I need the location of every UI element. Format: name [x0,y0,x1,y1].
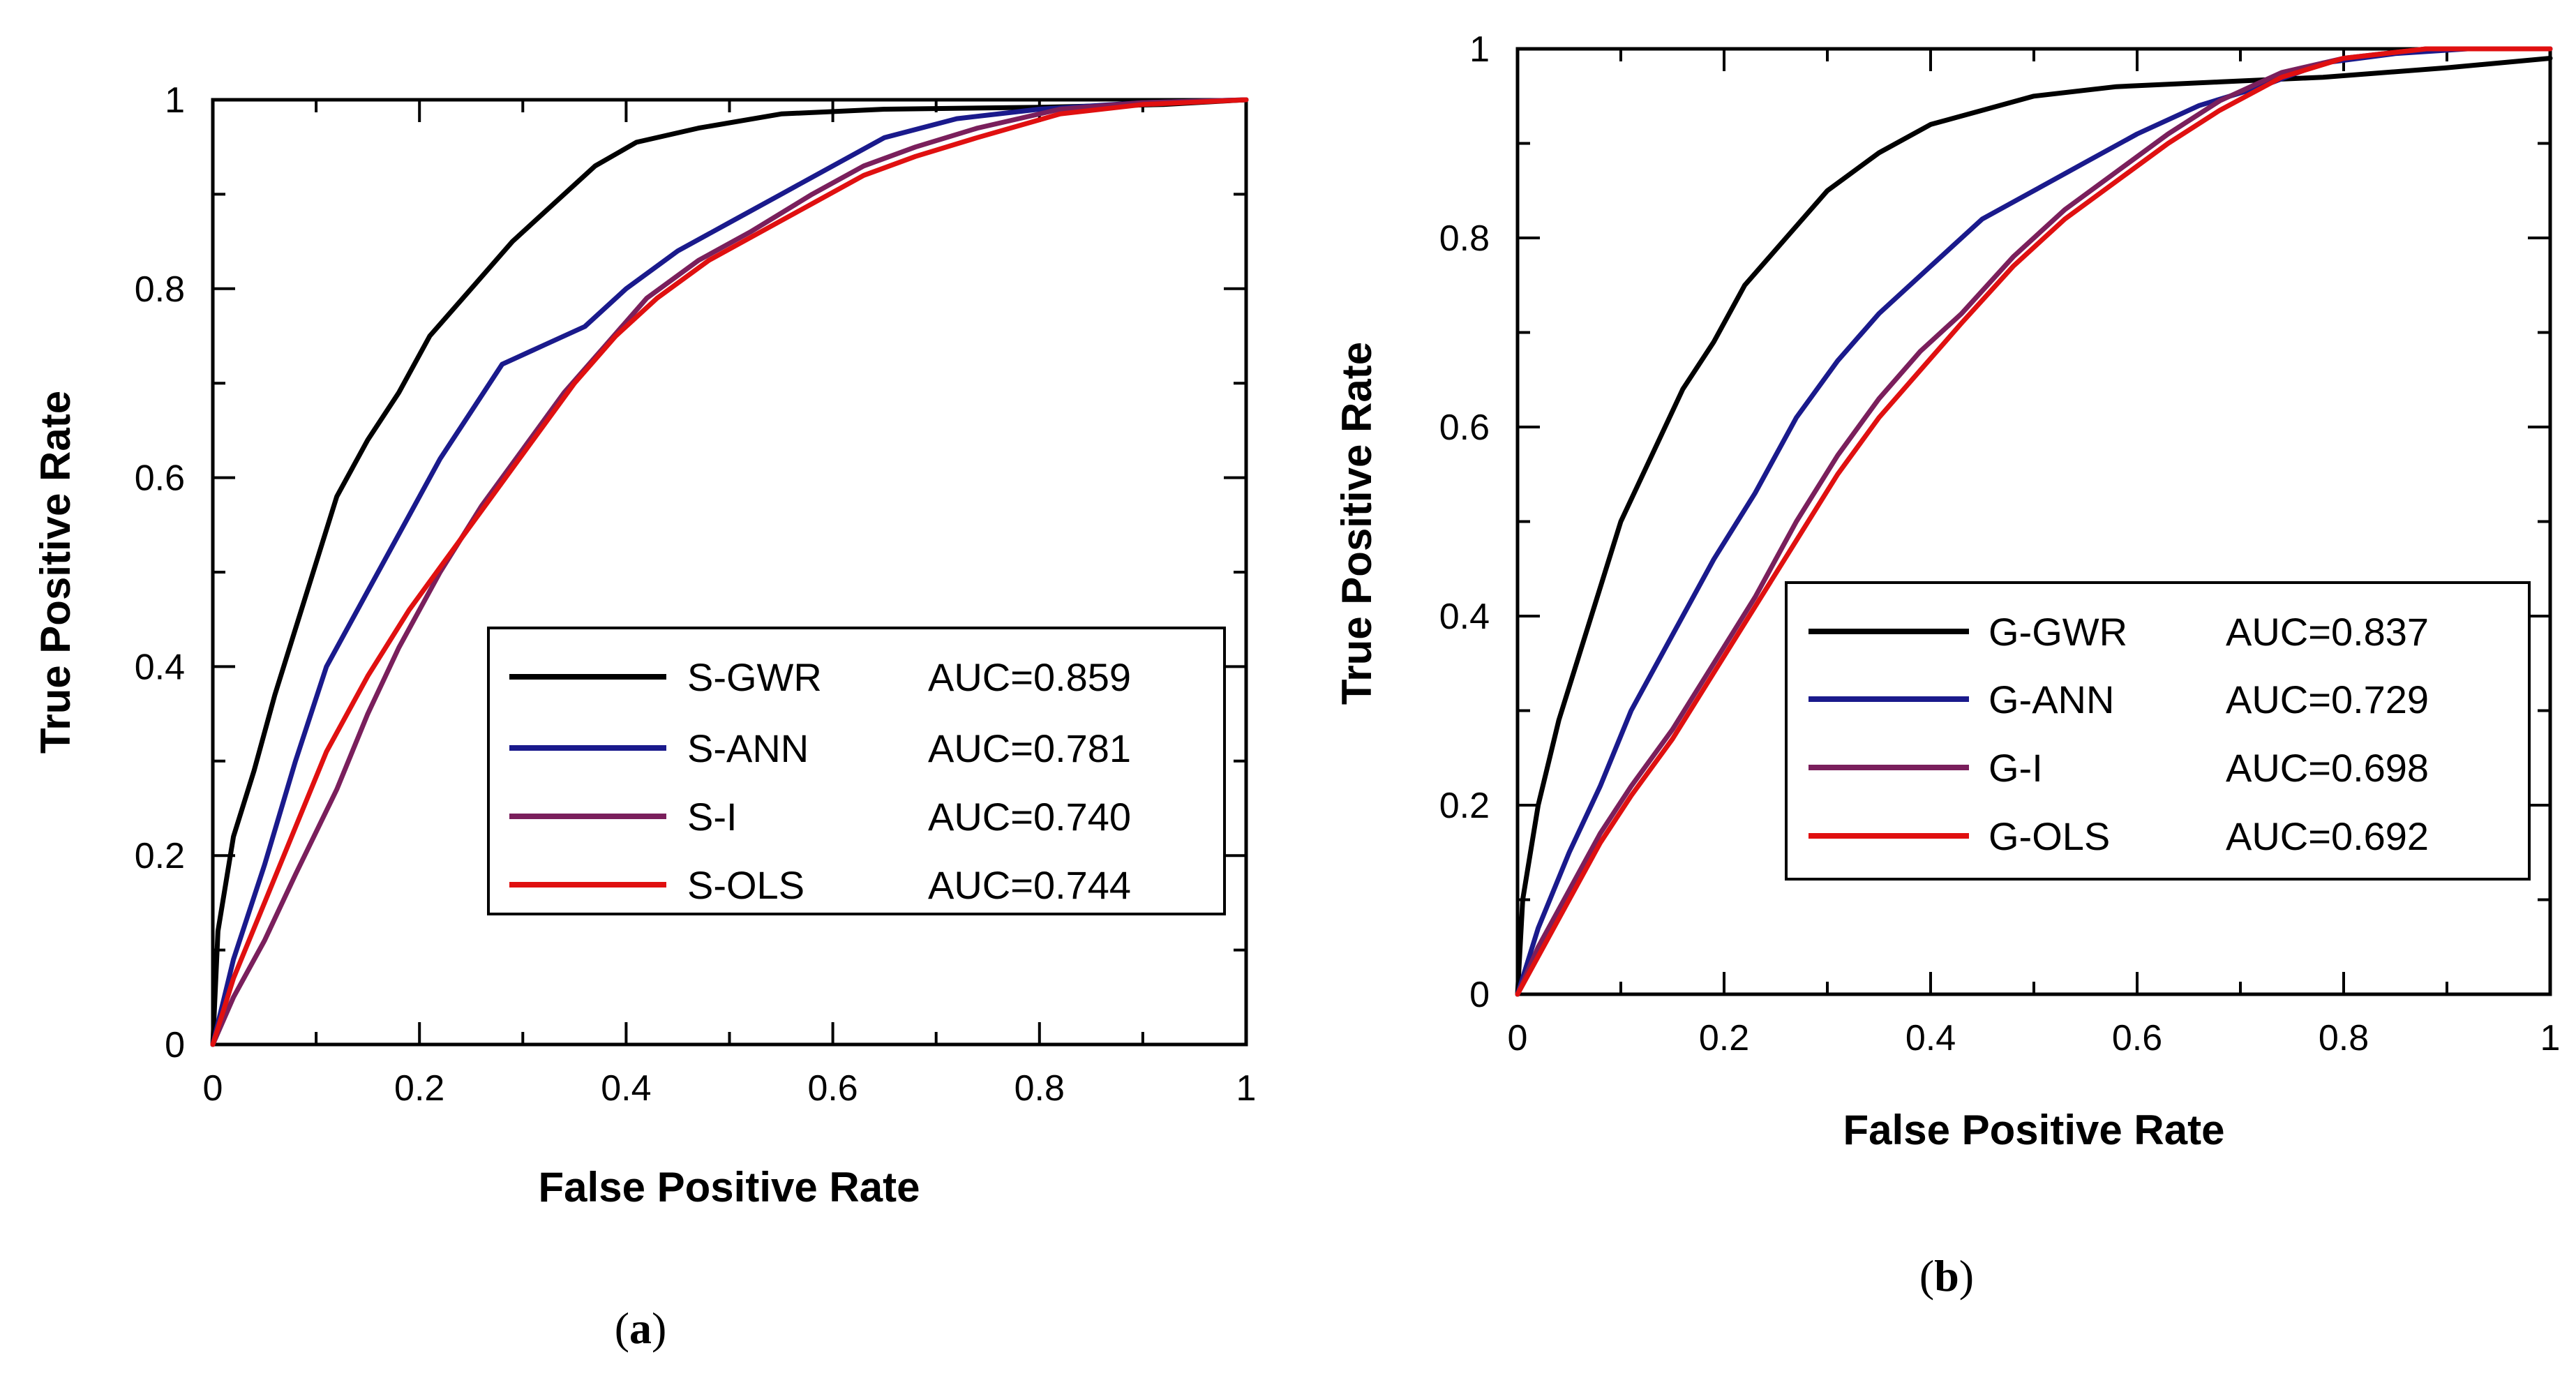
panel-a-legend-auc-s-ols: AUC=0.744 [928,863,1131,907]
panel-a-x-tick-label: 0.6 [807,1068,858,1109]
panel-a-x-axis-title: False Positive Rate [539,1164,920,1211]
panel-a-panel-label: (a) [615,1303,667,1353]
panel-b-x-axis-title: False Positive Rate [1843,1107,2225,1153]
panel-b-y-tick-label: 0.4 [1439,597,1490,637]
panel-b-legend-auc-g-ols: AUC=0.692 [2226,814,2429,858]
panel-a-x-tick-label: 0.4 [601,1068,651,1109]
panel-b-legend-label-g-i: G-I [1989,746,2043,790]
panel-b-chart: 00 0.2 0.2 0.4 0.4 0.6 0.6 0.8 0.8 1 1 False Positi… [1333,29,2560,1301]
panel-b-x-tick-label: 1 [2540,1018,2561,1058]
panel-b-legend-label-g-ols: G-OLS [1989,814,2110,858]
panel-a-chart: 00 0.2 0.2 0.4 0.4 0.6 0.6 0.8 0.8 1 1 False Positi… [32,80,1256,1353]
panel-a-x-tick-label: 0 [203,1068,223,1109]
panel-b-y-tick-label: 0.2 [1439,786,1490,826]
panel-b-series-g-i-line [1515,46,2553,997]
panel-a-legend-label-s-ann: S-ANN [687,726,809,770]
panel-b-x-tick-label: 0.8 [2319,1018,2369,1058]
panel-b-y-tick-label: 0 [1469,975,1490,1015]
panel-a-legend-label-s-gwr: S-GWR [687,655,822,699]
panel-b-y-tick-label: 0.6 [1439,407,1490,448]
panel-b-panel-label: (b) [1919,1251,1974,1301]
panel-a-y-tick-label: 1 [165,80,185,121]
panel-a-series-s-ols-line [210,97,1249,1047]
panel-b-series-g-gwr-line [1515,56,2553,997]
panel-a-y-axis-title: True Positive Rate [32,391,79,754]
panel-a-series-s-gwr-line [210,97,1249,1047]
panel-b-y-tick-label: 1 [1469,29,1490,70]
panel-b-legend-auc-g-gwr: AUC=0.837 [2226,610,2429,654]
panel-a-x-tick-label: 0.2 [394,1068,444,1109]
panel-b-legend-label-g-ann: G-ANN [1989,677,2114,721]
panel-a-legend: S-GWR AUC=0.859 S-ANN AUC=0.781 S-I AUC=0.740… [487,627,1226,915]
panel-b-x-tick-label: 0.2 [1699,1018,1749,1058]
panel-b-legend-auc-g-ann: AUC=0.729 [2226,677,2429,721]
panel-b-legend: G-GWR AUC=0.837 G-ANN AUC=0.729 G-I AUC=0.698… [1785,581,2531,881]
panel-a-x-tick-label: 0.8 [1014,1068,1065,1109]
panel-b-legend-auc-g-i: AUC=0.698 [2226,746,2429,790]
panel-a-y-tick-label: 0.2 [135,836,185,876]
panel-b-x-tick-label: 0 [1508,1018,1528,1058]
panel-a-y-tick-label: 0.8 [135,269,185,310]
panel-a-x-tick-label: 1 [1236,1068,1257,1109]
panel-a-y-tick-label: 0.6 [135,458,185,499]
panel-a-legend-auc-s-gwr: AUC=0.859 [928,655,1131,699]
panel-a-y-tick-label: 0 [165,1025,185,1065]
panel-b-y-tick-label: 0.8 [1439,218,1490,259]
panel-a-series-s-ann-line [210,97,1249,1047]
panel-b-series-g-ols-line [1515,46,2553,997]
panel-a-legend-label-s-i: S-I [687,795,737,839]
panel-b-y-axis-title: True Positive Rate [1333,342,1380,705]
panel-a-y-tick-label: 0.4 [135,647,185,687]
panel-a-legend-auc-s-ann: AUC=0.781 [928,726,1131,770]
panel-b-x-tick-label: 0.6 [2112,1018,2162,1058]
panel-b-legend-label-g-gwr: G-GWR [1989,610,2127,654]
panel-b-x-tick-label: 0.4 [1905,1018,1956,1058]
panel-a-legend-label-s-ols: S-OLS [687,863,804,907]
panel-a-legend-auc-s-i: AUC=0.740 [928,795,1131,839]
